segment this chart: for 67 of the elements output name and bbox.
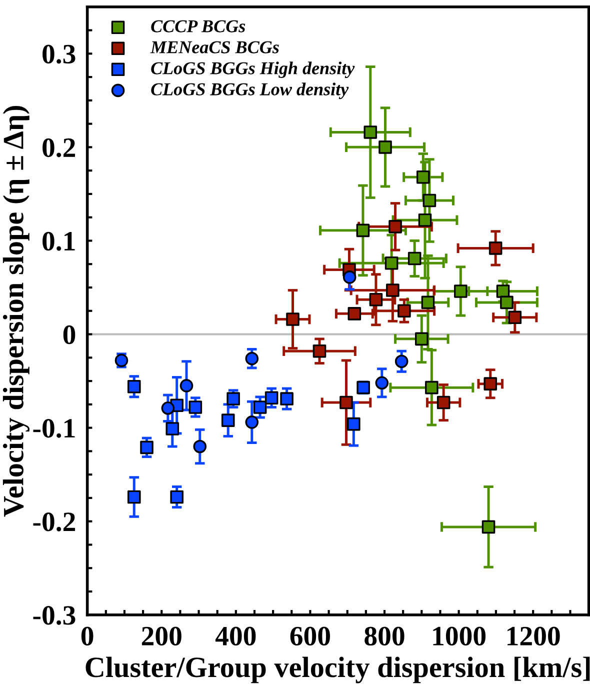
point [264,391,278,404]
x-tick-label: 200 [142,626,182,646]
y-tick-label: 0 [63,325,76,344]
point [500,296,514,310]
x-tick-label: 400 [215,626,256,646]
point [226,392,240,406]
point [508,310,522,324]
point [193,440,207,454]
point [454,284,468,298]
x-tick-label: 600 [290,626,330,646]
point [166,422,180,436]
point [384,256,398,270]
point [221,414,235,427]
point [488,242,502,255]
point [375,376,389,390]
point [415,332,428,346]
x-tick-label: 800 [364,626,404,646]
point [127,380,141,394]
x-tick-label: 0 [81,626,94,646]
point [436,396,450,410]
point [356,224,370,238]
legend-label: MENeaCS BCGs [150,41,279,54]
point [312,344,326,358]
point [127,490,141,504]
point [342,270,356,284]
point [348,307,362,320]
point [482,520,496,534]
y-axis-title: Velocity dispersion slope (η ± Δη) [2,106,30,517]
x-tick-label: 1200 [508,626,560,646]
point [484,377,498,390]
point [140,440,154,454]
point [347,417,360,431]
point [421,296,435,310]
point [180,379,194,392]
point [418,213,432,227]
point [245,352,259,366]
legend-label: CLoGS BGGs High density [151,62,355,78]
y-tick-label: 0.2 [42,138,76,158]
point [364,126,378,139]
x-tick-label: 1000 [433,626,486,646]
point [496,284,510,298]
y-tick-label: -0.1 [33,418,75,438]
point [245,416,259,429]
point [422,194,436,208]
point [408,252,422,266]
point [170,490,184,504]
point [388,220,402,234]
point [253,400,267,414]
point [394,354,408,368]
legend-label: CCCP BCGs [151,20,246,32]
point [188,400,202,414]
point [416,170,430,184]
y-tick-label: -0.2 [33,512,76,532]
point [161,402,175,415]
point [386,284,400,297]
point [340,396,353,410]
y-tick-label: 0.1 [42,232,75,251]
point [398,304,411,318]
legend-label: CLoGS BGGs Low density [151,82,349,100]
point [280,392,294,406]
y-tick-label: 0.3 [42,44,76,64]
point [425,380,438,394]
x-axis-title: Cluster/Group velocity dispersion [km/s] [86,656,590,684]
point [378,140,392,154]
y-tick-label: -0.3 [33,606,76,625]
point [286,312,300,326]
point [369,293,383,306]
